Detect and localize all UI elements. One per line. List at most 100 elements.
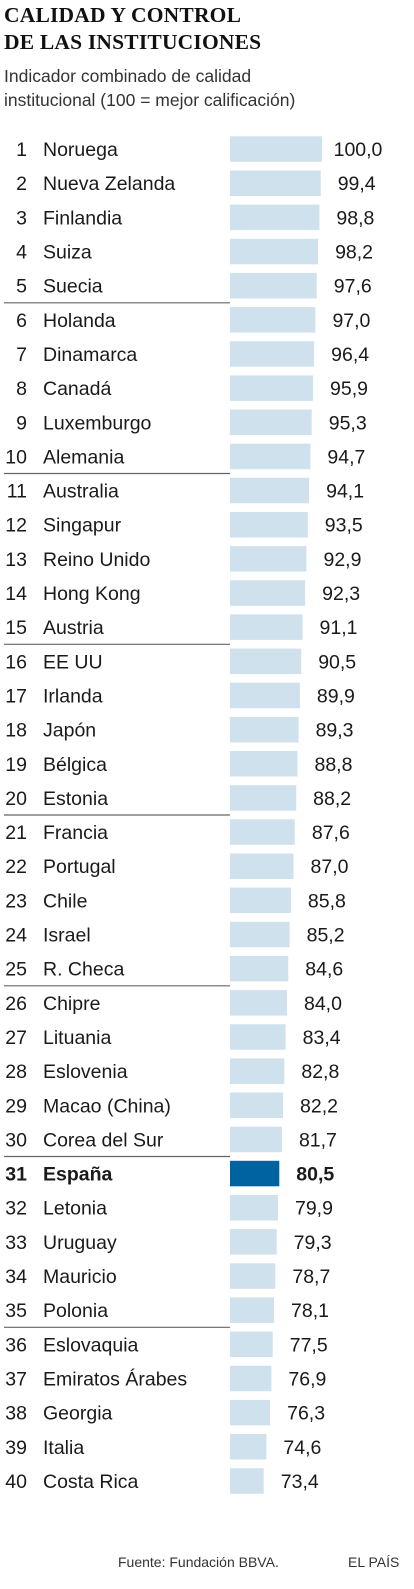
rank-label: 18 xyxy=(5,720,27,742)
country-label: España xyxy=(43,1164,113,1186)
rank-label: 20 xyxy=(5,788,27,810)
country-label: Georgia xyxy=(43,1403,113,1425)
value-label: 98,2 xyxy=(335,242,373,264)
rank-label: 35 xyxy=(5,1300,27,1322)
rank-label: 28 xyxy=(5,1061,27,1083)
bar-40 xyxy=(230,1468,264,1494)
country-label: Austria xyxy=(43,617,104,639)
rank-label: 9 xyxy=(16,412,27,434)
rank-label: 34 xyxy=(5,1266,27,1288)
value-label: 88,2 xyxy=(313,788,351,810)
value-label: 76,9 xyxy=(288,1369,326,1391)
country-label: Polonia xyxy=(43,1300,108,1322)
bar-34 xyxy=(230,1263,276,1289)
bar-39 xyxy=(230,1434,267,1460)
rank-label: 8 xyxy=(16,378,27,400)
country-label: Suiza xyxy=(43,242,92,264)
country-label: Australia xyxy=(43,481,119,503)
value-label: 89,3 xyxy=(316,720,354,742)
country-label: Emiratos Árabes xyxy=(43,1368,187,1391)
bar-7 xyxy=(230,341,315,367)
bar-11 xyxy=(230,477,310,504)
bar-8 xyxy=(230,375,313,401)
country-label: Corea del Sur xyxy=(43,1129,164,1151)
value-label: 84,6 xyxy=(305,959,343,981)
value-label: 73,4 xyxy=(281,1471,319,1493)
rank-label: 40 xyxy=(5,1471,27,1493)
value-label: 99,4 xyxy=(338,173,376,195)
rank-label: 33 xyxy=(5,1232,27,1254)
country-label: Holanda xyxy=(43,310,116,332)
country-label: Hong Kong xyxy=(43,583,141,605)
rank-label: 16 xyxy=(5,651,27,673)
value-label: 94,7 xyxy=(327,446,365,468)
value-label: 82,2 xyxy=(300,1095,338,1117)
rank-label: 32 xyxy=(5,1198,27,1220)
bar-4 xyxy=(230,238,319,265)
country-label: Chile xyxy=(43,890,87,912)
ranking-bar-chart: 1 Noruega 100,0 2 Nueva Zelanda 99,4 3 Finlandi… xyxy=(4,136,383,1494)
country-label: Alemania xyxy=(43,446,124,468)
rank-label: 4 xyxy=(16,242,27,264)
country-label: Suecia xyxy=(43,276,103,298)
value-label: 88,8 xyxy=(314,754,352,776)
rank-label: 36 xyxy=(5,1334,27,1356)
country-label: Estonia xyxy=(43,788,108,810)
value-label: 93,5 xyxy=(325,515,363,537)
country-label: Italia xyxy=(43,1437,84,1459)
rank-label: 15 xyxy=(5,617,27,639)
country-label: R. Checa xyxy=(43,959,124,981)
country-label: Finlandia xyxy=(43,207,122,229)
bar-31 xyxy=(230,1160,280,1187)
rank-label: 2 xyxy=(16,173,27,195)
value-label: 92,3 xyxy=(322,583,360,605)
bar-12 xyxy=(230,512,308,538)
rank-label: 24 xyxy=(5,925,27,947)
country-label: Costa Rica xyxy=(43,1471,139,1493)
source-note: Fuente: Fundación BBVA. xyxy=(118,1554,279,1570)
bar-29 xyxy=(230,1092,283,1118)
value-label: 84,0 xyxy=(304,993,342,1015)
bar-6 xyxy=(230,307,316,333)
country-label: Uruguay xyxy=(43,1232,117,1254)
rank-label: 39 xyxy=(5,1437,27,1459)
rank-label: 31 xyxy=(5,1164,27,1186)
bar-23 xyxy=(230,887,291,914)
bar-16 xyxy=(230,648,302,675)
value-label: 77,5 xyxy=(290,1334,328,1356)
rank-label: 21 xyxy=(5,822,27,844)
chart-subtitle: Indicador combinado de calidad instituci… xyxy=(4,64,295,112)
chart-title: CALIDAD Y CONTROL DE LAS INSTITUCIONES xyxy=(4,2,261,56)
country-label: Reino Unido xyxy=(43,549,150,571)
bar-35 xyxy=(230,1297,274,1323)
bar-18 xyxy=(230,716,299,743)
value-label: 82,8 xyxy=(301,1061,339,1083)
bar-13 xyxy=(230,546,307,572)
rank-label: 37 xyxy=(5,1369,27,1391)
rank-label: 11 xyxy=(7,481,27,503)
bar-26 xyxy=(230,990,287,1016)
rank-label: 26 xyxy=(5,993,27,1015)
country-label: Francia xyxy=(43,822,108,844)
country-label: Bélgica xyxy=(43,754,107,776)
bar-37 xyxy=(230,1365,272,1392)
bar-25 xyxy=(230,955,289,982)
value-label: 89,9 xyxy=(317,686,355,708)
value-label: 90,5 xyxy=(318,651,356,673)
rank-label: 29 xyxy=(5,1095,27,1117)
bar-2 xyxy=(230,170,321,196)
bar-17 xyxy=(230,682,300,709)
rank-label: 10 xyxy=(5,446,27,468)
brand-logo: EL PAÍS xyxy=(348,1554,400,1570)
bar-24 xyxy=(230,921,290,948)
bar-10 xyxy=(230,443,311,470)
rank-label: 17 xyxy=(5,686,27,708)
bar-32 xyxy=(230,1195,278,1221)
rank-label: 6 xyxy=(16,310,27,332)
title-line-1: CALIDAD Y CONTROL xyxy=(4,3,242,27)
value-label: 87,6 xyxy=(312,822,350,844)
value-label: 87,0 xyxy=(311,856,349,878)
rank-label: 5 xyxy=(16,276,27,298)
value-label: 83,4 xyxy=(303,1027,341,1049)
rank-label: 22 xyxy=(5,856,27,878)
